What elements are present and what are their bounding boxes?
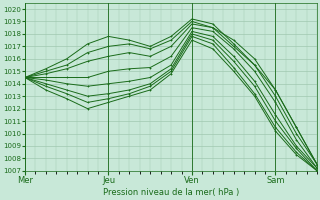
X-axis label: Pression niveau de la mer( hPa ): Pression niveau de la mer( hPa ) [103,188,239,197]
